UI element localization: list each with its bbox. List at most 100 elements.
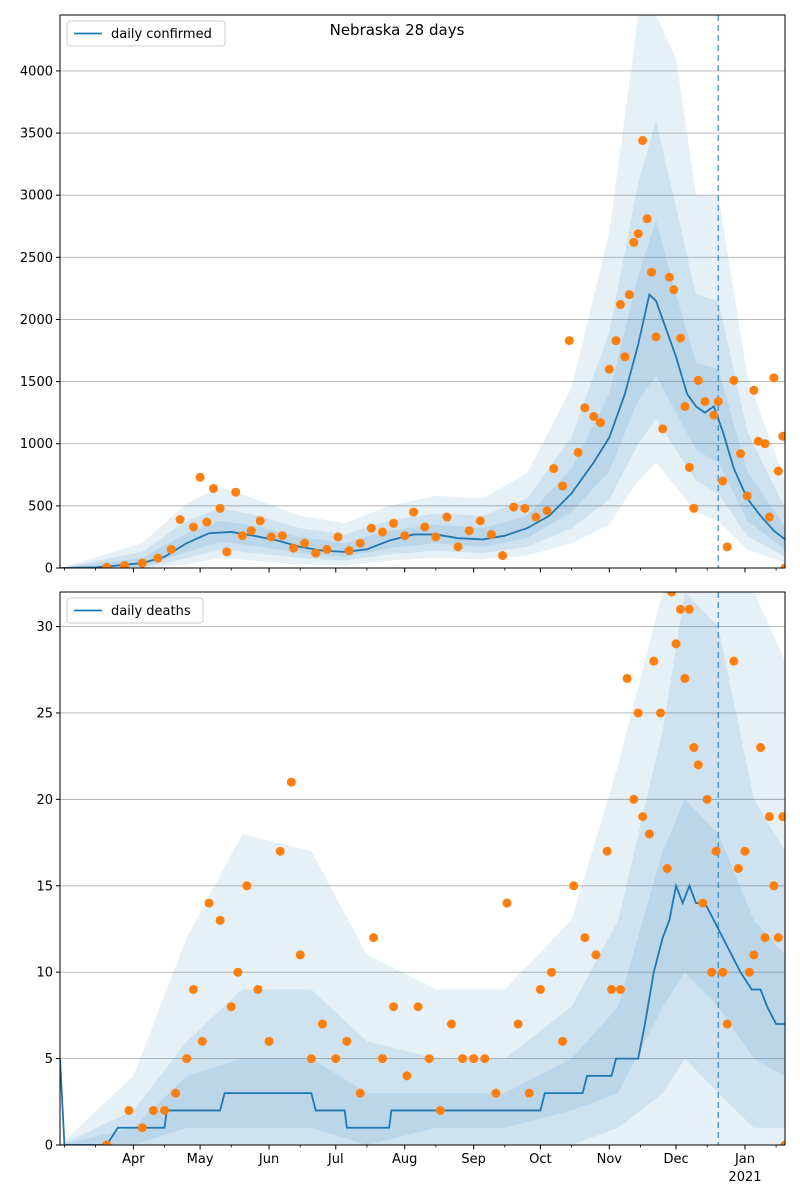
observed-point bbox=[377, 1054, 387, 1064]
legend-label: daily confirmed bbox=[111, 27, 212, 42]
observed-point bbox=[664, 272, 674, 282]
y-tick-label: 3000 bbox=[20, 189, 53, 204]
observed-point bbox=[389, 1002, 399, 1012]
observed-point bbox=[389, 518, 399, 528]
y-tick-label: 20 bbox=[36, 793, 53, 808]
observed-point bbox=[667, 592, 677, 597]
observed-point bbox=[595, 418, 605, 428]
observed-point bbox=[773, 466, 783, 476]
observed-point bbox=[729, 656, 739, 666]
model-line bbox=[60, 882, 785, 1145]
observed-point bbox=[102, 562, 112, 568]
observed-point bbox=[137, 558, 147, 568]
observed-point bbox=[182, 1054, 192, 1064]
observed-point bbox=[464, 526, 474, 536]
y-tick-label: 25 bbox=[36, 706, 53, 721]
observed-point bbox=[573, 447, 583, 457]
uncertainty-band-middle bbox=[60, 120, 785, 568]
observed-point bbox=[569, 881, 579, 891]
y-tick-label: 2500 bbox=[20, 251, 53, 266]
observed-point bbox=[764, 812, 774, 822]
uncertainty-band-inner bbox=[60, 220, 785, 568]
observed-point bbox=[469, 1054, 479, 1064]
observed-point bbox=[160, 1105, 170, 1115]
observed-point bbox=[718, 967, 728, 977]
y-tick-label: 1500 bbox=[20, 375, 53, 390]
observed-point bbox=[277, 531, 287, 541]
figure-title: Nebraska 28 days bbox=[330, 21, 465, 39]
observed-point bbox=[651, 332, 661, 342]
observed-point bbox=[366, 523, 376, 533]
x-tick-label: Nov bbox=[597, 1152, 623, 1167]
observed-point bbox=[655, 708, 665, 718]
plot-area bbox=[60, 592, 785, 1145]
y-tick-label: 0 bbox=[45, 562, 53, 577]
observed-point bbox=[615, 984, 625, 994]
observed-point bbox=[760, 439, 770, 449]
y-tick-label: 1000 bbox=[20, 437, 53, 452]
observed-point bbox=[520, 503, 530, 513]
observed-point bbox=[400, 531, 410, 541]
observed-point bbox=[649, 656, 659, 666]
observed-point bbox=[689, 503, 699, 513]
observed-point bbox=[442, 512, 452, 522]
observed-point bbox=[684, 462, 694, 472]
observed-point bbox=[188, 984, 198, 994]
observed-point bbox=[611, 336, 621, 346]
observed-point bbox=[642, 214, 652, 224]
observed-point bbox=[188, 522, 198, 532]
observed-point bbox=[458, 1054, 468, 1064]
legend: daily confirmed bbox=[66, 20, 226, 47]
observed-point bbox=[264, 1036, 274, 1046]
observed-point bbox=[671, 639, 681, 649]
observed-point bbox=[658, 424, 668, 434]
observed-point bbox=[764, 512, 774, 522]
y-tick-label: 4000 bbox=[20, 64, 53, 79]
observed-point bbox=[231, 487, 241, 497]
observed-point bbox=[589, 411, 599, 421]
observed-point bbox=[644, 829, 654, 839]
observed-point bbox=[204, 898, 214, 908]
observed-point bbox=[709, 410, 719, 420]
observed-point bbox=[615, 300, 625, 310]
x-tick-label: Jul bbox=[327, 1152, 344, 1167]
observed-point bbox=[680, 401, 690, 411]
observed-point bbox=[413, 1002, 423, 1012]
observed-point bbox=[689, 743, 699, 753]
observed-point bbox=[740, 846, 750, 856]
observed-point bbox=[402, 1071, 412, 1081]
observed-point bbox=[420, 522, 430, 532]
observed-point bbox=[769, 373, 779, 383]
observed-point bbox=[580, 933, 590, 943]
observed-point bbox=[435, 1105, 445, 1115]
observed-point bbox=[431, 532, 441, 542]
model-line bbox=[60, 292, 785, 568]
x-tick-label: Oct bbox=[529, 1152, 551, 1167]
x-tick-label: May bbox=[187, 1152, 214, 1167]
observed-point bbox=[736, 449, 746, 459]
observed-point bbox=[255, 516, 265, 526]
observed-point bbox=[607, 984, 617, 994]
observed-point bbox=[171, 1088, 181, 1098]
observed-point bbox=[722, 1019, 732, 1029]
observed-point bbox=[624, 290, 634, 300]
observed-point bbox=[355, 538, 365, 548]
y-tick-label: 5 bbox=[45, 1052, 53, 1067]
observed-point bbox=[524, 1088, 534, 1098]
observed-point bbox=[197, 1036, 207, 1046]
observed-point bbox=[233, 967, 243, 977]
observed-point bbox=[778, 812, 785, 822]
observed-point bbox=[744, 967, 754, 977]
y-tick-label: 2000 bbox=[20, 313, 53, 328]
uncertainty-band-outer bbox=[60, 592, 785, 1145]
observed-point bbox=[638, 136, 648, 146]
observed-point bbox=[215, 503, 225, 513]
observed-point bbox=[480, 1054, 490, 1064]
observed-point bbox=[558, 1036, 568, 1046]
observed-point bbox=[564, 336, 574, 346]
observed-point bbox=[166, 544, 176, 554]
y-tick-label: 3500 bbox=[20, 127, 53, 142]
y-tick-label: 15 bbox=[36, 879, 53, 894]
observed-point bbox=[486, 529, 496, 539]
